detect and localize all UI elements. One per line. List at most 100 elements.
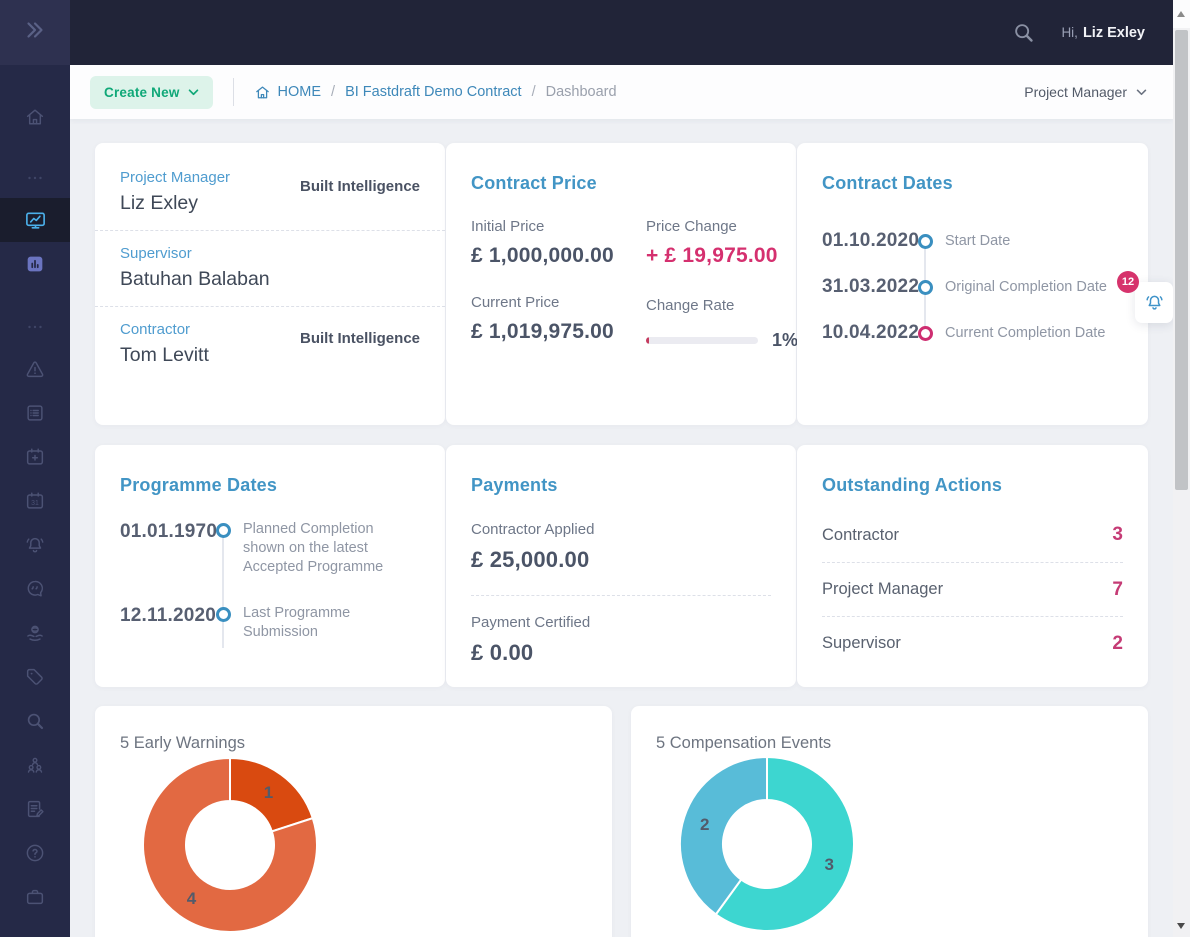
breadcrumb-home-label: HOME bbox=[277, 84, 322, 100]
breadcrumb-contract-link[interactable]: BI Fastdraft Demo Contract bbox=[345, 84, 521, 100]
search-button[interactable] bbox=[1012, 21, 1035, 44]
field-label: Change Rate bbox=[646, 297, 735, 314]
briefcase-icon bbox=[24, 886, 46, 908]
role-label: Supervisor bbox=[120, 245, 192, 262]
user-greeting[interactable]: Hi, Liz Exley bbox=[1061, 25, 1145, 41]
breadcrumb: HOME / BI Fastdraft Demo Contract / Dash… bbox=[254, 84, 617, 101]
payment-certified-field: Payment Certified £ 0.00 bbox=[471, 614, 771, 666]
greeting-text: Hi, bbox=[1061, 24, 1078, 40]
svg-text:31: 31 bbox=[31, 500, 39, 507]
contractor-applied-value: £ 25,000.00 bbox=[471, 547, 590, 572]
timeline-ring-icon bbox=[215, 607, 231, 622]
breadcrumb-current-page: Dashboard bbox=[545, 84, 617, 100]
team-row-project-manager: Project Manager Liz Exley Built Intellig… bbox=[95, 143, 445, 230]
document-edit-icon bbox=[24, 798, 46, 820]
scrollbar-down-arrow[interactable] bbox=[1177, 923, 1185, 929]
role-name: Batuhan Balaban bbox=[120, 268, 270, 290]
event-date: 01.10.2020 bbox=[822, 230, 920, 251]
card-title: Programme Dates bbox=[120, 475, 278, 495]
donut-segment[interactable] bbox=[714, 755, 855, 932]
donut-segment[interactable] bbox=[679, 755, 768, 916]
sidebar-item-search[interactable] bbox=[0, 699, 70, 743]
scrollbar-thumb[interactable] bbox=[1175, 30, 1188, 490]
warning-triangle-icon bbox=[24, 358, 46, 380]
dashboard-content: Project Manager Liz Exley Built Intellig… bbox=[70, 119, 1173, 937]
sidebar-expand-button[interactable] bbox=[0, 0, 70, 65]
event-label: Start Date bbox=[945, 232, 1011, 249]
current-price-field: Current Price £ 1,019,975.00 bbox=[471, 294, 646, 351]
sidebar-item-register[interactable] bbox=[0, 391, 70, 435]
donut-segment[interactable] bbox=[142, 756, 318, 933]
sidebar-item-early-warnings[interactable] bbox=[0, 347, 70, 391]
early-warnings-donut-chart[interactable]: 14 bbox=[130, 745, 330, 937]
sidebar-item-people[interactable] bbox=[0, 743, 70, 787]
search-icon bbox=[1015, 24, 1034, 42]
notifications-widget-button[interactable] bbox=[1135, 282, 1173, 323]
home-icon bbox=[255, 85, 269, 98]
initial-price-value: £ 1,000,000.00 bbox=[471, 244, 614, 267]
sidebar-item-documents[interactable] bbox=[0, 787, 70, 831]
sidebar-item-calendar[interactable]: 31 bbox=[0, 479, 70, 523]
breadcrumb-separator: / bbox=[331, 84, 336, 100]
sidebar-item-projects[interactable] bbox=[0, 875, 70, 919]
initial-price-field: Initial Price £ 1,000,000.00 bbox=[471, 218, 646, 268]
user-name: Liz Exley bbox=[1082, 24, 1145, 41]
outstanding-actions-row: Contractor 3 bbox=[822, 508, 1123, 562]
breadcrumb-contract-label: BI Fastdraft Demo Contract bbox=[345, 84, 522, 100]
card-title: Outstanding Actions bbox=[822, 475, 1003, 495]
timeline-event: 01.01.1970 Planned Completion shown on t… bbox=[120, 520, 445, 577]
event-label: Current Completion Date bbox=[945, 324, 1106, 341]
card-title: Contract Price bbox=[471, 173, 597, 193]
field-label: Price Change bbox=[646, 218, 737, 235]
sidebar-item-more-2[interactable] bbox=[0, 307, 70, 347]
outstanding-actions-row: Supervisor 2 bbox=[822, 616, 1123, 670]
sidebar-item-tags[interactable] bbox=[0, 655, 70, 699]
create-new-label: Create New bbox=[104, 84, 180, 100]
chart-title: 5 Early Warnings bbox=[120, 734, 246, 752]
sidebar-item-help[interactable] bbox=[0, 831, 70, 875]
role-name: Tom Levitt bbox=[120, 344, 209, 366]
donut-segment-value: 2 bbox=[700, 815, 709, 834]
sidebar-item-home[interactable] bbox=[0, 95, 70, 139]
event-label: Original Completion Date bbox=[945, 278, 1107, 295]
field-label: Contractor Applied bbox=[471, 521, 595, 538]
notifications-badge[interactable]: 12 bbox=[1117, 271, 1139, 293]
calendar-31-icon: 31 bbox=[24, 490, 46, 512]
price-change-value: + £ 19,975.00 bbox=[646, 244, 778, 267]
compensation-events-donut-chart[interactable]: 32 bbox=[667, 744, 867, 937]
vertical-scrollbar[interactable] bbox=[1173, 0, 1190, 937]
field-label: Current Price bbox=[471, 294, 560, 311]
role-company: Built Intelligence bbox=[299, 330, 420, 347]
more-dots-icon bbox=[24, 316, 46, 338]
sidebar-item-dashboard[interactable] bbox=[0, 198, 70, 242]
sidebar-item-more-1[interactable] bbox=[0, 158, 70, 198]
create-new-button[interactable]: Create New bbox=[90, 75, 213, 109]
actions-role-label: Project Manager bbox=[822, 580, 944, 598]
payment-certified-value: £ 0.00 bbox=[471, 640, 534, 665]
team-card: Project Manager Liz Exley Built Intellig… bbox=[95, 143, 445, 425]
sidebar-item-reports[interactable] bbox=[0, 242, 70, 286]
card-title: Contract Dates bbox=[822, 173, 953, 193]
sidebar-item-support[interactable] bbox=[0, 611, 70, 655]
field-label: Initial Price bbox=[471, 218, 545, 235]
team-row-supervisor: Supervisor Batuhan Balaban bbox=[95, 230, 445, 306]
timeline-event: 10.04.2022 Current Completion Date bbox=[822, 310, 1148, 356]
sidebar-item-notifications[interactable] bbox=[0, 523, 70, 567]
event-date: 31.03.2022 bbox=[822, 276, 920, 297]
event-label: Last Programme Submission bbox=[243, 605, 351, 640]
sidebar-item-messages[interactable] bbox=[0, 567, 70, 611]
sidebar-item-calendar-add[interactable] bbox=[0, 435, 70, 479]
role-selector-dropdown[interactable]: Project Manager bbox=[1024, 84, 1147, 100]
calendar-add-icon bbox=[24, 446, 46, 468]
donut-segment-value: 1 bbox=[264, 783, 273, 802]
change-rate-percent: 1% bbox=[772, 330, 799, 350]
field-label: Payment Certified bbox=[471, 614, 591, 631]
breadcrumb-home-link[interactable]: HOME bbox=[254, 84, 322, 101]
scrollbar-up-arrow[interactable] bbox=[1177, 11, 1185, 17]
timeline-event: 01.10.2020 Start Date bbox=[822, 218, 1148, 264]
support-hands-icon bbox=[24, 622, 46, 644]
role-selector-value: Project Manager bbox=[1024, 84, 1127, 100]
chevron-down-icon bbox=[1136, 89, 1147, 95]
